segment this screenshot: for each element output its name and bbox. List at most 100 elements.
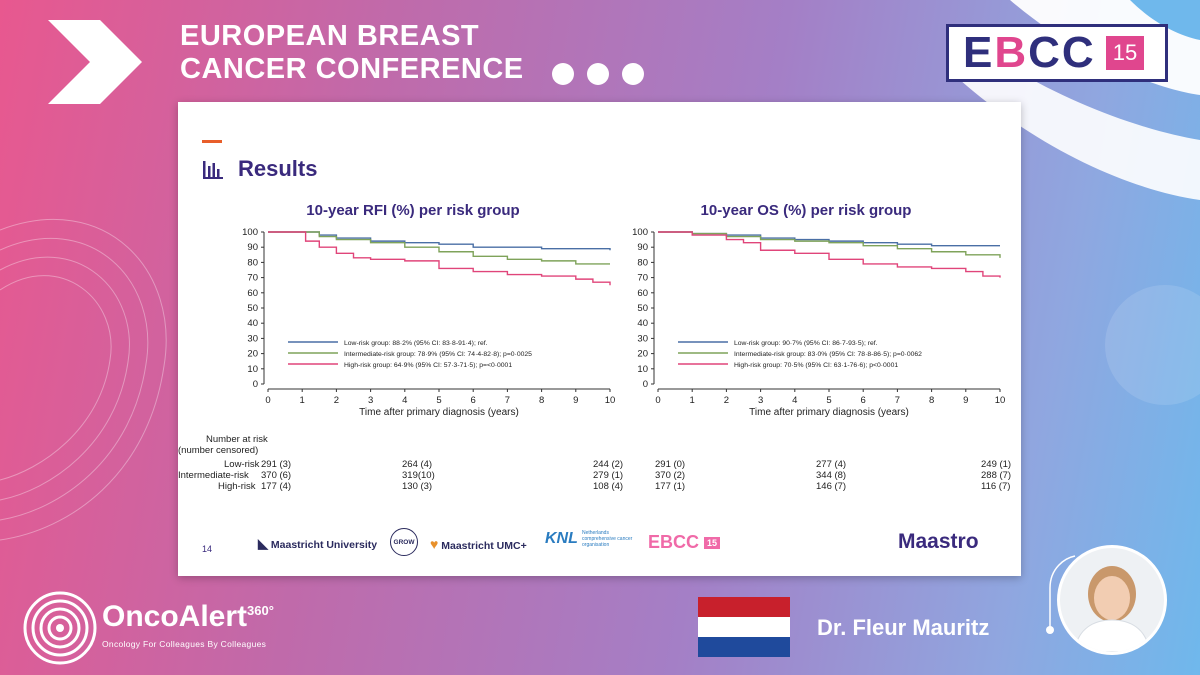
os-risk-high-5: 146 (7) xyxy=(816,481,847,492)
y-tick-label: 60 xyxy=(637,288,648,299)
x-tick-label: 8 xyxy=(929,395,934,406)
dot-2 xyxy=(587,63,609,85)
os-risk-low-5: 277 (4) xyxy=(816,459,847,470)
y-tick-label: 80 xyxy=(637,257,648,268)
ebcc-logo: EBCC 15 xyxy=(946,24,1168,82)
x-tick-label: 2 xyxy=(724,395,729,406)
x-tick-label: 4 xyxy=(402,395,407,406)
oncoalert-logo-icon xyxy=(23,591,97,665)
oncoalert-tagline: Oncology For Colleagues By Colleagues xyxy=(102,639,267,649)
y-tick-label: 30 xyxy=(637,333,648,344)
speaker-name: Dr. Fleur Mauritz xyxy=(817,615,990,640)
os-risk-low-0: 291 (0) xyxy=(655,459,686,470)
series-line-2 xyxy=(268,231,611,286)
y-tick-label: 100 xyxy=(242,227,258,238)
x-tick-label: 8 xyxy=(539,395,544,406)
slide-accent-line xyxy=(202,140,222,143)
risk-label-low: Low-risk xyxy=(224,459,260,470)
legend-label-2: High-risk group: 70·5% (95% CI: 63·1-76·… xyxy=(734,362,898,369)
dot-1 xyxy=(552,63,574,85)
knl-logo: KNL xyxy=(545,530,578,547)
y-tick-label: 70 xyxy=(247,273,258,284)
x-tick-label: 0 xyxy=(655,395,660,406)
y-tick-label: 60 xyxy=(247,288,258,299)
os-risk-int-0: 370 (2) xyxy=(655,470,686,481)
rfi-risk-int-10: 279 (1) xyxy=(593,470,624,481)
x-tick-label: 7 xyxy=(505,395,510,406)
risk-label-intermediate: Intermediate-risk xyxy=(178,470,249,481)
x-tick-label: 5 xyxy=(436,395,441,406)
y-tick-label: 20 xyxy=(247,349,258,360)
risk-label-high: High-risk xyxy=(218,481,256,492)
legend-label-2: High-risk group: 64·9% (95% CI: 57·3-71·… xyxy=(344,362,512,369)
y-tick-label: 100 xyxy=(632,227,648,238)
x-tick-label: 9 xyxy=(963,395,968,406)
x-tick-label: 6 xyxy=(471,395,476,406)
slide-page-number: 14 xyxy=(202,544,213,554)
os-risk-high-10: 116 (7) xyxy=(981,481,1011,492)
y-tick-label: 20 xyxy=(637,349,648,360)
legend-label-0: Low-risk group: 90·7% (95% CI: 86·7-93·5… xyxy=(734,340,878,347)
maastricht-university-logo: ◣ Maastricht University xyxy=(258,536,378,551)
rfi-risk-high-10: 108 (4) xyxy=(593,481,624,492)
x-tick-label: 0 xyxy=(265,395,270,406)
os-risk-high-0: 177 (1) xyxy=(655,481,686,492)
x-tick-label: 4 xyxy=(792,395,797,406)
legend-label-0: Low-risk group: 88·2% (95% CI: 83·8-91·4… xyxy=(344,340,488,347)
oncoalert-brand: OncoAlert360° xyxy=(102,600,274,633)
mu-triangle-icon: ◣ xyxy=(258,536,268,551)
os-kaplan-meier-chart: 0 10 20 30 40 50 60 70 80 90 100 0 1 2 3 4 5 6 7 8 9 10 Time a… xyxy=(632,227,1006,418)
number-censored-label: (number censored) xyxy=(178,445,259,456)
speaker-portrait-icon xyxy=(1060,548,1164,652)
rfi-risk-int-0: 370 (6) xyxy=(261,470,292,481)
y-tick-label: 90 xyxy=(637,242,648,253)
chevron-arrow-icon xyxy=(48,20,142,104)
legend-label-1: Intermediate-risk group: 78·9% (95% CI: … xyxy=(344,351,532,358)
x-tick-label: 1 xyxy=(300,395,305,406)
series-line-0 xyxy=(268,231,611,251)
y-tick-label: 0 xyxy=(643,379,648,390)
legend-label-1: Intermediate-risk group: 83·0% (95% CI: … xyxy=(734,351,922,358)
results-slide: Results 10-year RFI (%) per risk group 1… xyxy=(178,102,1021,576)
rfi-risk-int-5: 319(10) xyxy=(402,470,435,481)
x-axis-label: Time after primary diagnosis (years) xyxy=(749,407,909,418)
x-tick-label: 3 xyxy=(758,395,763,406)
y-tick-label: 40 xyxy=(637,318,648,329)
grow-logo: GROW xyxy=(390,528,418,556)
maastricht-umc-logo: ♥ Maastricht UMC+ xyxy=(430,536,527,552)
x-tick-label: 10 xyxy=(995,395,1006,406)
y-tick-label: 70 xyxy=(637,273,648,284)
x-tick-label: 3 xyxy=(368,395,373,406)
rfi-risk-low-0: 291 (3) xyxy=(261,459,292,470)
ebcc-small-logo: EBCC 15 xyxy=(648,532,721,553)
speaker-avatar xyxy=(1057,545,1167,655)
x-tick-label: 7 xyxy=(895,395,900,406)
ebcc-logo-number: 15 xyxy=(1105,36,1145,70)
x-axis-label: Time after primary diagnosis (years) xyxy=(359,407,519,418)
dot-3 xyxy=(622,63,644,85)
rfi-risk-high-5: 130 (3) xyxy=(402,481,433,492)
x-tick-label: 5 xyxy=(826,395,831,406)
rfi-kaplan-meier-chart: 0 10 20 30 40 50 60 70 80 90 100 0 1 2 3 4 5 6 7 8 9 10 Time a… xyxy=(242,227,615,418)
rfi-risk-low-5: 264 (4) xyxy=(402,459,433,470)
x-tick-label: 6 xyxy=(861,395,866,406)
y-tick-label: 30 xyxy=(247,333,258,344)
knl-subtitle: Netherlands comprehensive cancer organis… xyxy=(582,530,633,548)
rfi-chart-title: 10-year RFI (%) per risk group xyxy=(306,202,520,219)
conference-title: EUROPEAN BREAST CANCER CONFERENCE xyxy=(180,20,524,86)
os-risk-int-5: 344 (8) xyxy=(816,470,847,481)
slide-title: Results xyxy=(238,156,318,181)
y-tick-label: 10 xyxy=(247,364,258,375)
conference-title-line2: CANCER CONFERENCE xyxy=(180,53,524,85)
os-chart-title: 10-year OS (%) per risk group xyxy=(700,202,912,219)
y-tick-label: 90 xyxy=(247,242,258,253)
maastro-logo: Maastro xyxy=(898,530,979,553)
y-tick-label: 80 xyxy=(247,257,258,268)
series-line-2 xyxy=(658,231,1001,278)
number-at-risk-title: Number at risk xyxy=(206,434,268,445)
y-tick-label: 0 xyxy=(253,379,258,390)
series-line-1 xyxy=(268,231,610,265)
y-tick-label: 50 xyxy=(637,303,648,314)
umc-heart-icon: ♥ xyxy=(430,536,439,552)
